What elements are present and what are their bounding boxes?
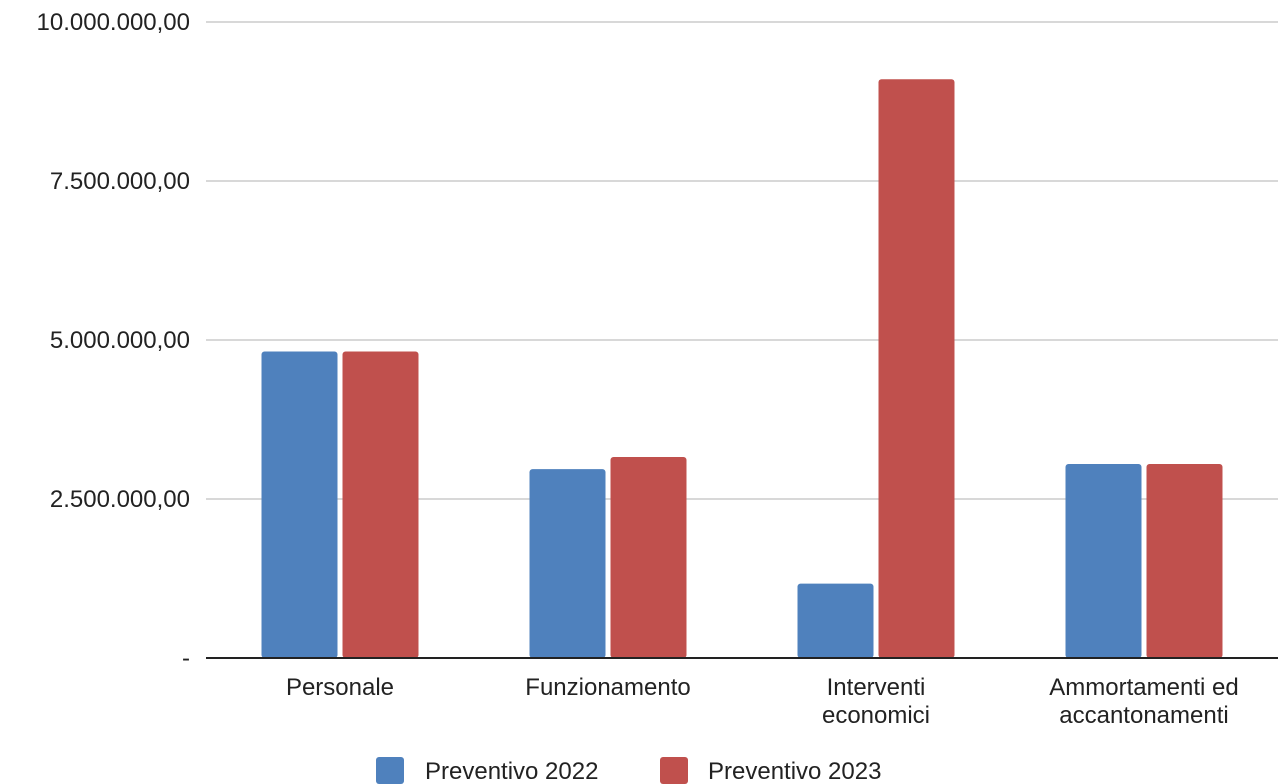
x-category-label: Ammortamenti ed bbox=[1049, 674, 1238, 701]
x-category-label: Funzionamento bbox=[525, 674, 690, 701]
bar-2 bbox=[1146, 464, 1223, 658]
bar-2 bbox=[342, 351, 419, 658]
bar-1 bbox=[1065, 464, 1142, 658]
legend-swatch-2 bbox=[660, 757, 688, 784]
bar-2 bbox=[610, 457, 687, 658]
legend-swatch-1 bbox=[376, 757, 404, 784]
x-category-label: accantonamenti bbox=[1059, 702, 1228, 729]
x-category-label: economici bbox=[822, 702, 930, 729]
bar-1 bbox=[797, 583, 874, 658]
x-category-label: Personale bbox=[286, 674, 394, 701]
y-tick-label: - bbox=[182, 645, 190, 672]
bars bbox=[261, 79, 1223, 659]
bar-1 bbox=[261, 351, 338, 658]
y-axis-tick-labels: - 2.500.000,00 5.000.000,00 7.500.000,00 10.… bbox=[37, 9, 190, 672]
bar-1 bbox=[529, 469, 606, 658]
y-tick-label: 7.500.000,00 bbox=[50, 168, 190, 195]
y-tick-label: 2.500.000,00 bbox=[50, 486, 190, 513]
legend-label-2: Preventivo 2023 bbox=[708, 758, 881, 784]
legend-label-1: Preventivo 2022 bbox=[425, 758, 598, 784]
x-category-label: Interventi bbox=[827, 674, 926, 701]
bar-2 bbox=[878, 79, 955, 659]
legend: Preventivo 2022 Preventivo 2023 bbox=[376, 757, 881, 784]
y-tick-label: 10.000.000,00 bbox=[37, 9, 190, 36]
y-tick-label: 5.000.000,00 bbox=[50, 327, 190, 354]
x-axis-category-labels: Personale Funzionamento Interventieconomic… bbox=[286, 674, 1239, 729]
